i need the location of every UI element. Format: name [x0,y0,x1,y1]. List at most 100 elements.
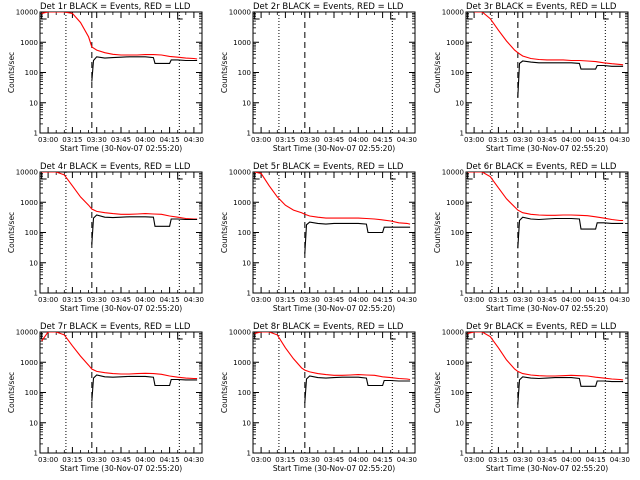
y-tick-label: 1 [460,290,464,298]
x-tick-label: 04:30 [397,296,417,304]
detector-panel-7: Det 7r BLACK = Events, RED = LLD 1 10 100 10… [7,322,204,473]
plot-frame [39,11,203,134]
x-tick-label: 03:45 [537,456,557,464]
x-tick-label: 03:15 [488,296,508,304]
y-axis-label: Counts/sec [433,372,442,413]
x-tick-label: 04:00 [348,136,368,144]
x-tick-label: 04:30 [184,296,204,304]
x-tick-label: 04:15 [160,136,180,144]
x-tick-label: 03:00 [464,136,484,144]
y-tick-label: 1 [34,290,38,298]
end-bracket-marker [603,172,609,180]
detector-panel-3: Det 3r BLACK = Events, RED = LLD 1 10 100 10… [433,2,630,153]
x-tick-label: 04:00 [135,296,155,304]
x-tick-label: 03:15 [488,136,508,144]
panel-title: Det 4r BLACK = Events, RED = LLD [40,162,191,172]
x-tick-label: 04:00 [561,296,581,304]
x-tick-label: 03:30 [513,136,533,144]
y-tick-label: 10 [242,259,251,267]
panel-title: Det 7r BLACK = Events, RED = LLD [40,322,191,332]
end-bracket-marker [177,172,183,180]
y-tick-label: 1000 [233,199,251,207]
x-tick-label: 03:00 [251,136,271,144]
y-tick-label: 10 [29,259,38,267]
y-tick-label: 100 [451,229,464,237]
x-tick-label: 04:00 [348,296,368,304]
x-tick-label: 03:15 [275,296,295,304]
x-tick-label: 03:00 [464,456,484,464]
y-tick-label: 1 [247,130,251,138]
x-axis-label: Start Time (30-Nov-07 02:55:20) [486,144,608,153]
end-bracket-marker [390,332,396,340]
detector-panel-6: Det 6r BLACK = Events, RED = LLD 1 10 100 10… [433,162,630,313]
panel-title: Det 3r BLACK = Events, RED = LLD [466,2,617,12]
y-tick-label: 10 [29,419,38,427]
end-bracket-marker [177,332,183,340]
y-tick-label: 1000 [446,199,464,207]
lld-series-line [474,12,624,66]
x-tick-label: 03:15 [62,456,82,464]
y-tick-label: 1000 [20,199,38,207]
plot-frame [252,331,416,454]
x-tick-label: 04:00 [561,136,581,144]
x-tick-label: 03:15 [62,136,82,144]
end-bracket-marker [177,12,183,20]
x-tick-label: 03:30 [87,136,107,144]
x-tick-label: 04:15 [586,456,606,464]
plot-frame [252,11,416,134]
y-tick-label: 1000 [20,39,38,47]
x-tick-label: 03:15 [275,136,295,144]
y-axis-label: Counts/sec [433,52,442,93]
y-tick-label: 10 [242,419,251,427]
detector-panel-1: Det 1r BLACK = Events, RED = LLD 1 10 100 10… [7,2,204,153]
x-tick-label: 04:30 [610,296,630,304]
x-tick-label: 03:30 [87,456,107,464]
x-tick-label: 03:45 [324,456,344,464]
x-axis-label: Start Time (30-Nov-07 02:55:20) [486,464,608,473]
x-tick-label: 03:45 [324,296,344,304]
y-axis-label: Counts/sec [7,372,16,413]
detector-panel-4: Det 4r BLACK = Events, RED = LLD 1 10 100 10… [7,162,204,313]
x-tick-label: 04:00 [135,456,155,464]
y-tick-label: 10 [455,259,464,267]
x-tick-label: 04:30 [610,136,630,144]
y-tick-label: 1000 [20,359,38,367]
plot-frame [39,331,203,454]
x-tick-label: 03:45 [111,456,131,464]
plot-frame [465,331,629,454]
events-series-line [91,56,198,82]
x-tick-label: 03:45 [324,136,344,144]
panel-title: Det 9r BLACK = Events, RED = LLD [466,322,617,332]
x-tick-label: 03:00 [251,296,271,304]
events-series-line [91,374,198,402]
detector-panel-5: Det 5r BLACK = Events, RED = LLD 1 10 100 10… [220,162,417,313]
y-tick-label: 100 [238,229,251,237]
y-tick-label: 1 [460,450,464,458]
y-tick-label: 10 [242,99,251,107]
panel-title: Det 5r BLACK = Events, RED = LLD [253,162,404,172]
x-axis-label: Start Time (30-Nov-07 02:55:20) [60,144,182,153]
y-tick-label: 1 [247,450,251,458]
y-tick-label: 100 [238,69,251,77]
y-tick-label: 10000 [442,9,464,17]
y-tick-label: 100 [451,69,464,77]
x-tick-label: 03:45 [537,296,557,304]
plot-frame [465,171,629,294]
lld-series-line [41,12,198,60]
x-tick-label: 04:00 [561,456,581,464]
x-tick-label: 03:00 [38,456,58,464]
end-bracket-marker [390,172,396,180]
x-tick-label: 04:30 [610,456,630,464]
x-tick-label: 03:45 [537,136,557,144]
lld-series-line [41,332,198,380]
plot-frame [39,171,203,294]
plot-frame [252,171,416,294]
y-tick-label: 10000 [229,9,251,17]
x-tick-label: 04:15 [586,296,606,304]
x-tick-label: 04:15 [160,296,180,304]
plot-frame [465,11,629,134]
y-tick-label: 10000 [229,169,251,177]
x-tick-label: 04:15 [586,136,606,144]
y-tick-label: 100 [25,389,38,397]
